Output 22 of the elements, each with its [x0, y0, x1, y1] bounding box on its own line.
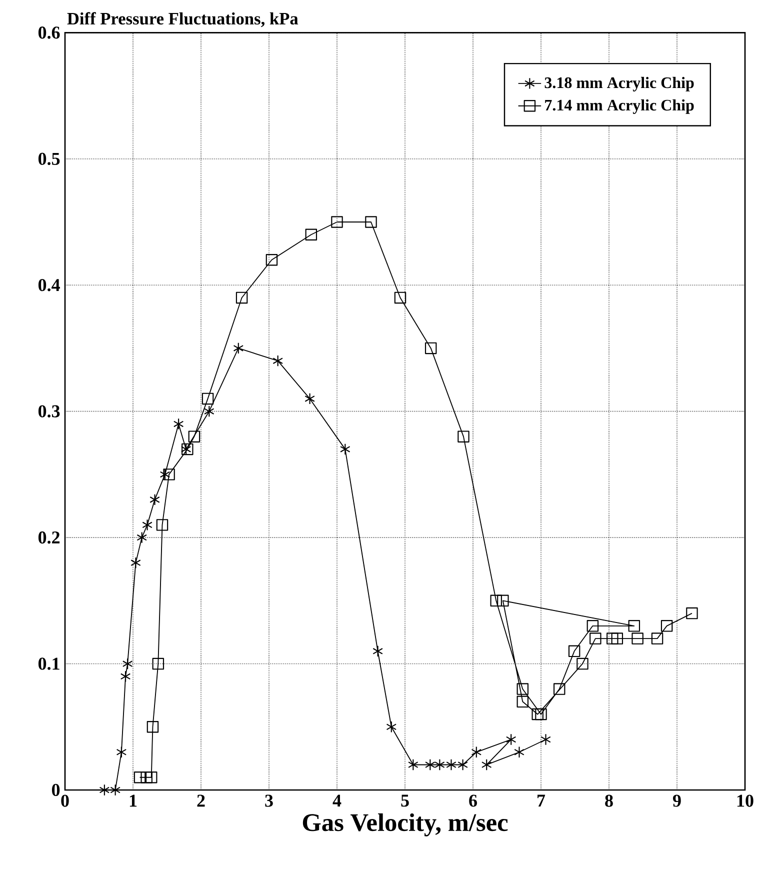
y-tick-label: 0: [52, 784, 60, 796]
x-tick-label: 7: [538, 794, 546, 806]
y-tick-label: 0.3: [38, 405, 60, 418]
y-tick-label: 0.5: [38, 152, 60, 165]
y-tick-label: 0.2: [38, 531, 60, 544]
chart-title: Diff Pressure Fluctuations, kPa: [67, 12, 298, 28]
legend-label: 7.14 mm Acrylic Chip: [545, 99, 694, 114]
x-tick-label: 3: [265, 794, 273, 807]
x-tick-label: 4: [332, 794, 342, 807]
x-axis-title: Gas Velocity, m/sec: [302, 813, 508, 836]
y-tick-label: 0.6: [38, 26, 60, 39]
x-tick-label: 1: [130, 794, 137, 807]
x-tick-label: 5: [401, 794, 409, 807]
x-tick-label: 9: [673, 794, 681, 807]
legend-label: 3.18 mm Acrylic Chip: [544, 76, 694, 92]
x-tick-label: 6: [469, 794, 477, 807]
y-tick-label: 0.1: [38, 658, 60, 670]
x-tick-label: 10: [737, 794, 754, 807]
x-tick-label: 8: [605, 794, 613, 807]
x-tick-label: 0: [61, 794, 69, 807]
x-tick-label: 2: [197, 794, 205, 807]
y-tick-label: 0.4: [38, 278, 60, 292]
